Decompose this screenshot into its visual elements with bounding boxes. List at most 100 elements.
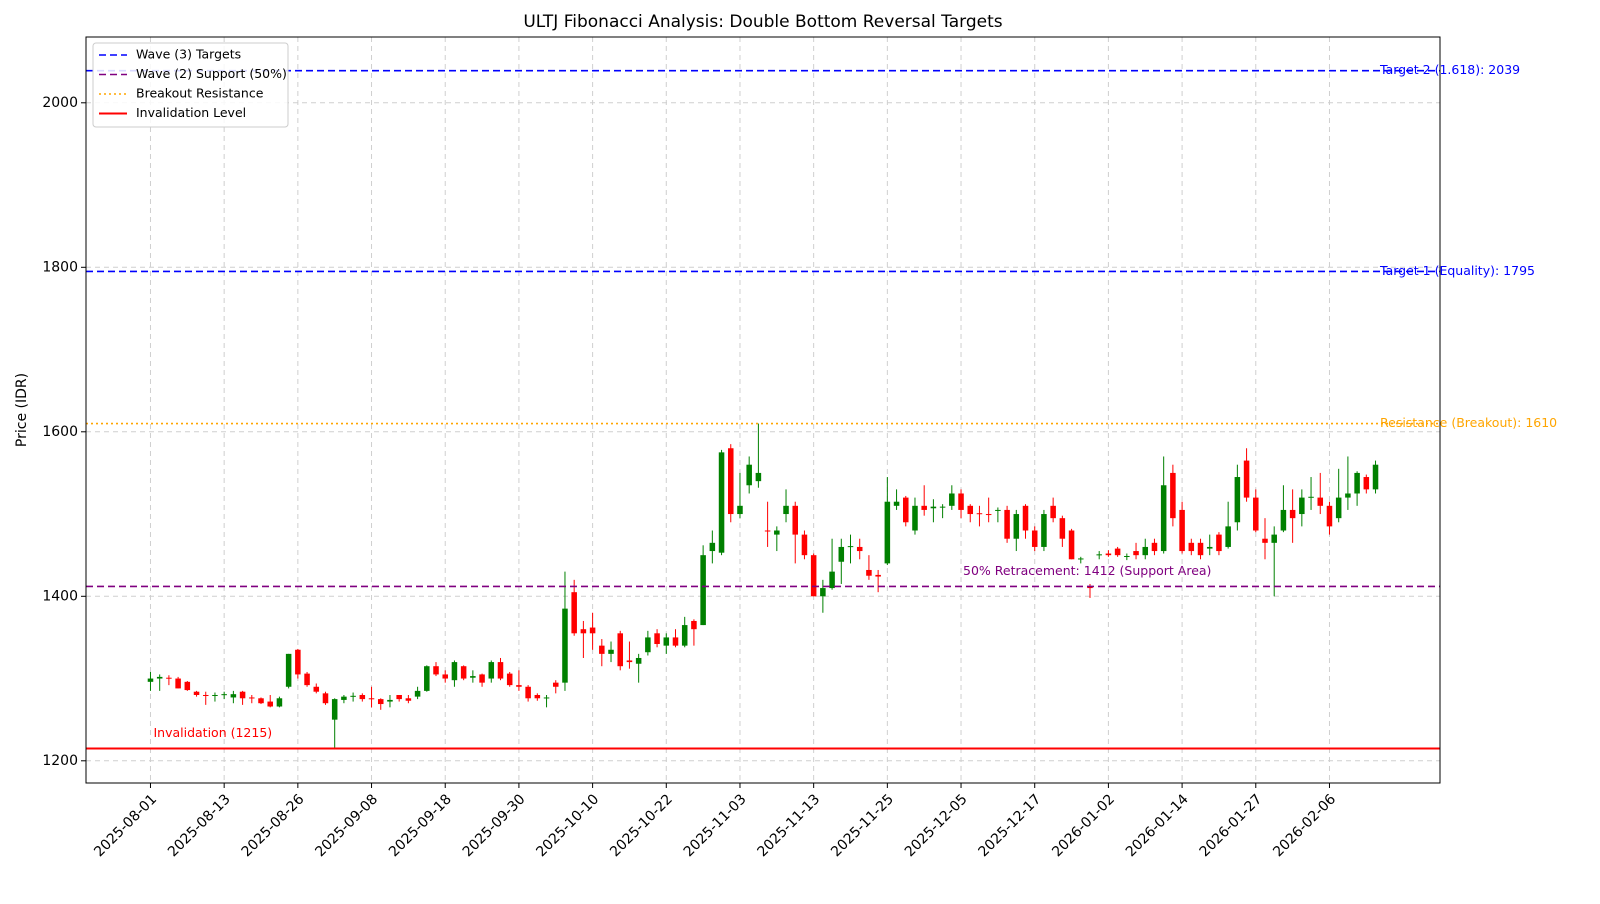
candle-body xyxy=(893,501,900,506)
x-tick-label: 2025-10-22 xyxy=(607,791,676,860)
candle-body xyxy=(184,681,191,691)
candle-body xyxy=(1308,496,1314,498)
level-label: Invalidation (1215) xyxy=(153,725,272,740)
candle-body xyxy=(663,637,670,646)
candle-body xyxy=(1087,586,1093,589)
candle-body xyxy=(976,513,983,515)
candle-body xyxy=(460,666,467,679)
level-label: Resistance (Breakout): 1610 xyxy=(1380,415,1557,430)
x-tick-label: 2026-01-27 xyxy=(1197,791,1266,860)
x-tick-label: 2025-09-30 xyxy=(460,791,529,860)
candle-body xyxy=(1262,538,1268,543)
candle-body xyxy=(350,695,356,697)
x-tick-label: 2025-08-13 xyxy=(165,791,234,860)
candle-body xyxy=(1253,497,1259,531)
candle-body xyxy=(267,701,273,707)
candle-body xyxy=(1059,518,1066,539)
y-tick-label: 1600 xyxy=(42,424,78,440)
candle-body xyxy=(147,678,154,682)
candle-body xyxy=(534,694,541,699)
candle-body xyxy=(1068,530,1075,560)
candle-body xyxy=(1206,546,1213,549)
candle-body xyxy=(746,464,752,486)
candle-body xyxy=(645,637,651,653)
candle-body xyxy=(1372,464,1379,490)
candle-body xyxy=(506,673,513,686)
candle-body xyxy=(1151,542,1158,552)
candle-body xyxy=(727,448,734,515)
candle-body xyxy=(387,699,393,702)
candle-body xyxy=(838,546,845,562)
candle-body xyxy=(792,505,799,535)
candle-body xyxy=(368,698,375,700)
candle-body xyxy=(424,666,430,691)
candle-body xyxy=(1326,505,1333,527)
candle-body xyxy=(562,608,568,683)
candle-body xyxy=(1078,558,1084,560)
candle-body xyxy=(166,677,172,679)
candle-body xyxy=(691,620,697,630)
candle-body xyxy=(1280,509,1287,531)
candle-body xyxy=(1299,497,1305,515)
candle-body xyxy=(202,694,209,696)
x-tick-label: 2026-02-06 xyxy=(1270,791,1339,860)
candle-body xyxy=(1013,514,1020,539)
legend-box xyxy=(92,42,289,128)
candle-body xyxy=(1133,551,1139,556)
candle-body xyxy=(985,514,992,516)
candle-body xyxy=(405,698,412,701)
candle-body xyxy=(580,629,587,634)
candle-body xyxy=(258,698,264,704)
candle-body xyxy=(470,676,476,678)
candle-body xyxy=(1022,505,1029,531)
candle-body xyxy=(875,574,881,577)
y-tick-label: 1400 xyxy=(42,588,78,604)
candle-body xyxy=(1114,548,1121,556)
candle-body xyxy=(359,694,366,700)
candle-body xyxy=(903,497,909,523)
candle-body xyxy=(1179,509,1185,552)
candle-body xyxy=(1142,546,1149,556)
legend: Wave (3) Targets Wave (2) Support (50%) Br… xyxy=(92,42,289,128)
candle-body xyxy=(967,505,974,515)
candle-body xyxy=(1105,553,1112,556)
candle-body xyxy=(1225,526,1231,547)
x-tick-label: 2026-01-02 xyxy=(1049,791,1118,860)
candle-body xyxy=(672,637,679,646)
candle-body xyxy=(700,555,706,626)
candle-body xyxy=(451,662,458,681)
candle-body xyxy=(552,682,559,687)
candle-body xyxy=(949,493,955,506)
candle-body xyxy=(995,509,1001,511)
candle-body xyxy=(442,674,448,679)
level-label: Target 2 (1.618): 2039 xyxy=(1379,62,1520,77)
legend-label: Wave (3) Targets xyxy=(136,47,241,62)
candle-body xyxy=(193,691,200,695)
candle-body xyxy=(654,633,660,644)
candle-body xyxy=(1004,509,1010,539)
candle-body xyxy=(709,542,716,552)
candle-body xyxy=(175,678,181,689)
candle-body xyxy=(1096,554,1102,556)
x-tick-label: 2025-09-08 xyxy=(312,791,381,860)
candle-body xyxy=(543,697,550,699)
candle-body xyxy=(230,694,237,698)
candle-body xyxy=(1345,493,1351,498)
candle-body xyxy=(829,571,835,589)
level-label: Target 1 (Equality): 1795 xyxy=(1379,263,1535,278)
candle-body xyxy=(525,686,531,699)
candle-body xyxy=(1335,497,1342,519)
candle-body xyxy=(608,649,614,654)
candle-body xyxy=(884,501,891,564)
level-label: 50% Retracement: 1412 (Support Area) xyxy=(963,563,1211,578)
candle-body xyxy=(589,627,596,634)
candle-body xyxy=(626,660,633,663)
candle-body xyxy=(1170,472,1176,519)
candle-body xyxy=(497,662,504,679)
candle-body xyxy=(856,546,863,552)
candle-body xyxy=(801,534,808,556)
candle-body xyxy=(617,633,623,667)
x-tick-label: 2025-11-25 xyxy=(828,791,897,860)
candle-body xyxy=(212,694,218,696)
